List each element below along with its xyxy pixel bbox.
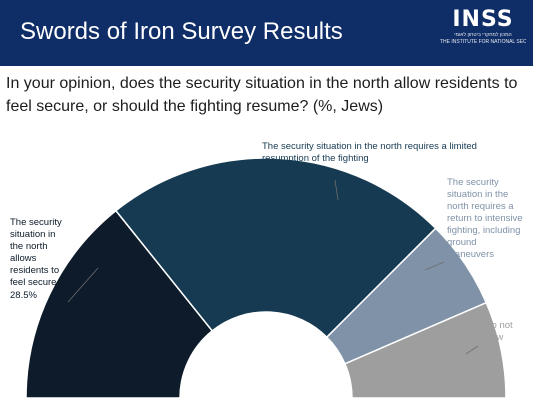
label-do-not-know: I do not know 13% [481,320,515,356]
leader-line-intensive-fighting [424,261,445,271]
inss-logo: INSS המכון למחקרי ביטחון לאומי THE INSTI… [440,8,526,60]
slice-limited-resumption [114,157,437,339]
slice-do-not-know [343,301,507,399]
logo-mark: INSS [452,7,514,32]
leader-line-limited-resumption [334,179,339,201]
slice-allows-secure [25,209,214,399]
value-label-limited-resumption: 46.5% [262,166,289,177]
leader-line-allows-secure [67,267,99,303]
page-title: Swords of Iron Survey Results [20,18,343,45]
label-intensive-fighting: The security situation in the north requ… [447,177,525,273]
slices-group [25,157,507,399]
logo-subtitle-hebrew: המכון למחקרי ביטחון לאומי [454,32,512,38]
label-limited-resumption: The security situation in the north requ… [262,141,480,177]
header-bar: Swords of Iron Survey Results INSS המכון… [0,0,533,66]
logo-subtitle-english: THE INSTITUTE FOR NATIONAL SECURITY STUD… [440,39,526,45]
value-label-allows-secure: 28.5% [10,290,37,301]
label-allows-secure: The security situation in the north allo… [10,217,64,301]
value-label-do-not-know: 13% [481,345,501,356]
leader-lines-group [67,179,479,355]
leader-line-do-not-know [465,345,479,355]
survey-question: In your opinion, does the security situa… [6,75,518,115]
value-label-intensive-fighting: 12% [447,262,467,273]
